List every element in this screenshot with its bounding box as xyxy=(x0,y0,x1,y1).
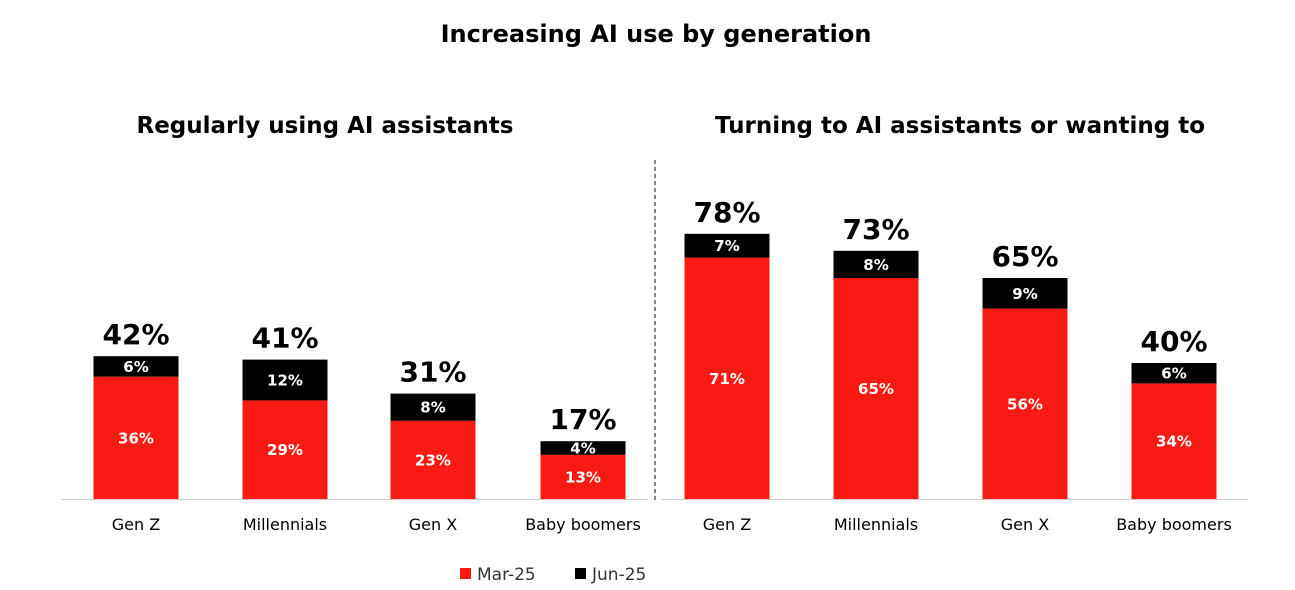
total-label: 41% xyxy=(251,322,318,355)
bar-segment-mar xyxy=(833,278,919,499)
category-label: Gen Z xyxy=(703,515,751,534)
legend-label: Mar-25 xyxy=(477,565,536,585)
category-label: Gen X xyxy=(409,515,457,534)
total-label: 40% xyxy=(1140,325,1207,358)
segment-label: 6% xyxy=(1161,365,1186,383)
chart-title: Increasing AI use by generation xyxy=(441,20,872,48)
bar-segment-mar xyxy=(242,400,328,499)
segment-label: 71% xyxy=(709,370,745,388)
bar-segment-jun xyxy=(242,359,328,401)
bar-segment-jun xyxy=(982,278,1068,309)
total-label: 73% xyxy=(842,213,909,246)
legend-swatch xyxy=(460,568,471,579)
total-label: 17% xyxy=(549,403,616,436)
bar-segment-jun xyxy=(684,233,770,258)
category-label: Gen Z xyxy=(112,515,160,534)
segment-label: 9% xyxy=(1012,285,1037,303)
category-label: Baby boomers xyxy=(525,515,641,534)
segment-label: 8% xyxy=(863,256,888,274)
bar-segment-mar xyxy=(1131,383,1217,499)
panel-title-regular: Regularly using AI assistants xyxy=(137,113,514,139)
legend: Mar-25 Jun-25 xyxy=(460,565,646,585)
bar-segment-mar xyxy=(540,454,626,499)
bar-segment-jun xyxy=(540,441,626,455)
category-label: Baby boomers xyxy=(1116,515,1232,534)
bars-layer: 36% 6% 42% Gen Z 29% 12% 41% Millennials 23% 8% 31… xyxy=(62,196,1248,534)
segment-label: 7% xyxy=(714,237,739,255)
bar-segment-mar xyxy=(390,420,476,499)
total-label: 65% xyxy=(991,240,1058,273)
legend-label: Jun-25 xyxy=(591,565,646,585)
segment-label: 56% xyxy=(1007,395,1043,413)
bar-segment-mar xyxy=(982,308,1068,499)
category-label: Millennials xyxy=(834,515,918,534)
segment-label: 13% xyxy=(565,468,601,486)
segment-label: 29% xyxy=(267,441,303,459)
segment-label: 12% xyxy=(267,372,303,390)
segment-label: 65% xyxy=(858,380,894,398)
total-label: 78% xyxy=(693,196,760,229)
total-label: 42% xyxy=(102,318,169,351)
category-label: Millennials xyxy=(243,515,327,534)
bar-segment-jun xyxy=(93,356,179,377)
category-label: Gen X xyxy=(1001,515,1049,534)
bar-segment-mar xyxy=(684,257,770,499)
bar-segment-jun xyxy=(833,250,919,278)
bar-segment-jun xyxy=(390,393,476,421)
legend-swatch xyxy=(575,568,586,579)
bar-segment-jun xyxy=(1131,363,1217,384)
bar-segment-mar xyxy=(93,376,179,499)
segment-label: 34% xyxy=(1156,433,1192,451)
segment-label: 23% xyxy=(415,451,451,469)
segment-label: 6% xyxy=(123,358,148,376)
segment-label: 4% xyxy=(570,440,595,458)
total-label: 31% xyxy=(399,356,466,389)
segment-label: 8% xyxy=(420,399,445,417)
segment-label: 36% xyxy=(118,429,154,447)
panel-title-wanting: Turning to AI assistants or wanting to xyxy=(715,113,1205,139)
